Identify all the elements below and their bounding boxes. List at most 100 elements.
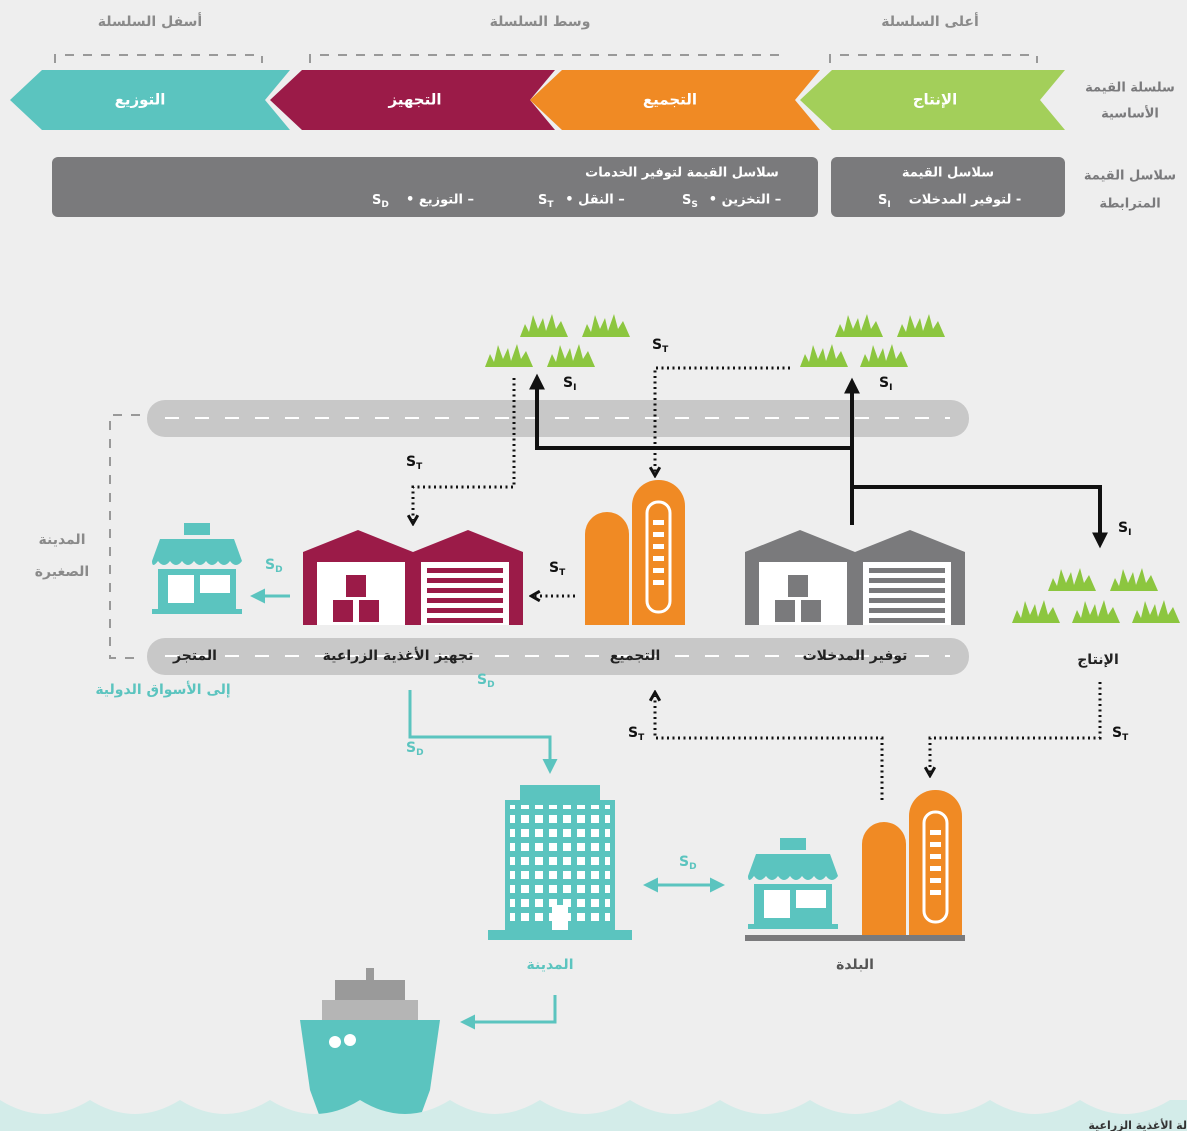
- buildings-part: [745, 530, 965, 625]
- grass-part: [547, 344, 595, 367]
- header-part-part: [830, 55, 1037, 63]
- diagram-labels-part: المدينة: [527, 957, 574, 973]
- row-labels-part: سلسلة القيمة: [1085, 81, 1175, 96]
- core-chain: التوزيع التجهيز التجميع الإنتاج: [10, 70, 1065, 130]
- s-subscript: T: [1122, 733, 1129, 743]
- s-subscript: D: [416, 748, 423, 758]
- s-subscript: I: [889, 383, 892, 393]
- flows-part: [410, 690, 550, 768]
- grass-part: [1048, 568, 1096, 591]
- ship-part: [366, 968, 374, 982]
- s-label: SI: [879, 375, 892, 393]
- header-part: أعلى السلسلة: [881, 12, 979, 30]
- core-chain-part: الإنتاج: [913, 91, 958, 109]
- infographic: أسفل السلسلة وسط السلسلة أعلى السلسلة سل…: [0, 0, 1187, 1131]
- s-label: ST: [628, 725, 645, 743]
- s-label: ST: [652, 337, 669, 355]
- ship-part: [335, 980, 405, 1002]
- s-subscript: D: [487, 680, 494, 690]
- s-label: ST: [406, 454, 423, 472]
- core-chain-part: التجهيز: [387, 91, 441, 109]
- buildings-part: [552, 905, 568, 930]
- s-subscript: I: [887, 200, 890, 210]
- row-labels-part: الأساسية: [1101, 105, 1159, 122]
- flows: [256, 368, 1100, 1022]
- row-labels-part: سلاسل القيمة: [1084, 169, 1176, 184]
- s-subscript: T: [638, 733, 645, 743]
- header-part: أسفل السلسلة: [98, 12, 202, 30]
- grass-part: [582, 314, 630, 337]
- buildings-part: [585, 480, 685, 625]
- buildings-part-part: [520, 785, 600, 800]
- grass-part: [860, 344, 908, 367]
- linked-chains: سلاسل القيمة لتوفير الخدمات • التخزين – …: [52, 157, 1065, 217]
- buildings-part: [745, 935, 965, 941]
- buildings-part-part: [488, 930, 632, 940]
- header-part: [55, 55, 1037, 63]
- s-letter: S: [265, 557, 275, 573]
- diagram-labels-part: إلى الأسواق الدولية: [95, 681, 230, 698]
- grass-part: [1110, 568, 1158, 591]
- grass-part: [520, 314, 568, 337]
- buildings-part: [862, 790, 962, 935]
- buildings-part: [152, 523, 242, 614]
- grass-part: [485, 344, 533, 367]
- flows-part: [852, 487, 1100, 542]
- grass-part: [897, 314, 945, 337]
- s-letter: S: [406, 740, 416, 756]
- linked-chains-part: • التوزيع –: [406, 193, 474, 208]
- s-letter: S: [878, 193, 887, 208]
- s-letter: S: [679, 854, 689, 870]
- core-chain-part: التجميع: [643, 91, 697, 109]
- diagram-labels-part: لة الأغذية الزراعية: [1088, 1118, 1187, 1131]
- row-labels-part: المترابطة: [1099, 197, 1160, 212]
- s-letter: S: [1118, 520, 1128, 536]
- grass-part: [835, 314, 883, 337]
- diagram-labels-part: البلدة: [836, 957, 874, 973]
- buildings-part: [748, 838, 838, 929]
- linked-chains-part: سلاسل القيمة لتوفير الخدمات: [585, 166, 779, 181]
- row-labels: سلسلة القيمة الأساسية سلاسل القيمة المتر…: [1084, 81, 1176, 212]
- buildings: [152, 480, 965, 1131]
- s-letter: S: [1112, 725, 1122, 741]
- header-part-part: [55, 55, 262, 63]
- diagram-labels-part: تجهيز الأغذية الزراعية: [323, 647, 474, 664]
- s-label: SD: [679, 854, 697, 872]
- grass-part: [1072, 600, 1120, 623]
- diagram-labels-part: الإنتاج: [1077, 652, 1119, 668]
- s-subscript: T: [559, 568, 566, 578]
- ship-part: [322, 1000, 418, 1020]
- s-subscript: T: [416, 462, 423, 472]
- s-subscript: I: [1128, 528, 1131, 538]
- diagram-labels-part: المدينة: [39, 532, 86, 548]
- s-label: SD: [406, 740, 424, 758]
- linked-chains-part: لتوفير المدخلات -: [909, 193, 1022, 208]
- s-letter: S: [549, 560, 559, 576]
- roads-part: [110, 415, 140, 658]
- s-letter: S: [538, 193, 547, 208]
- s-subscript: T: [662, 345, 669, 355]
- header: أسفل السلسلة وسط السلسلة أعلى السلسلة: [55, 12, 1037, 63]
- s-letter: S: [477, 672, 487, 688]
- flows-part: [466, 995, 555, 1022]
- diagram-labels-part: الصغيرة: [35, 564, 89, 580]
- buildings-part: [303, 530, 523, 625]
- s-label: SI: [1118, 520, 1131, 538]
- s-letter: S: [406, 454, 416, 470]
- s-subscript: D: [275, 565, 282, 575]
- core-chain-part: التوزيع: [115, 91, 166, 109]
- s-letter: S: [628, 725, 638, 741]
- s-label: ST: [549, 560, 566, 578]
- s-subscript: D: [689, 862, 696, 872]
- s-letter: S: [652, 337, 662, 353]
- flows-part: [655, 696, 882, 800]
- header-part: وسط السلسلة: [490, 14, 591, 30]
- roads: [110, 400, 969, 675]
- diagram-labels-part: المتجر: [172, 648, 217, 664]
- s-letter: S: [372, 193, 381, 208]
- header-part-part: [310, 55, 778, 63]
- linked-chains-part: سلاسل القيمة: [902, 166, 994, 181]
- grass-part: [1132, 600, 1180, 623]
- s-subscript: T: [547, 200, 554, 210]
- s-label: ST: [1112, 725, 1129, 743]
